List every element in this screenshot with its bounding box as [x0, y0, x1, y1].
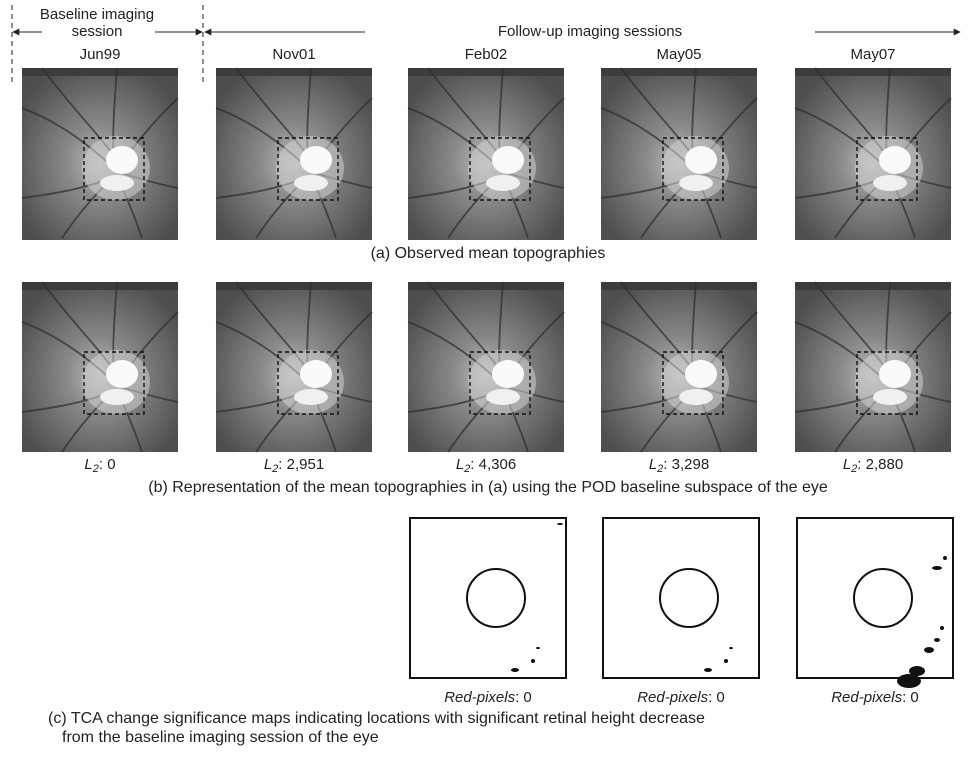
figure: Baseline imaging session Follow-up imagi…	[0, 0, 968, 760]
change-region	[724, 659, 728, 663]
cup	[100, 175, 134, 191]
l2-symbol: L	[649, 456, 657, 473]
l2-label: L2: 2,951	[264, 456, 324, 475]
session-date: May05	[656, 46, 701, 63]
l2-subscript: 2	[656, 463, 663, 475]
change-region	[940, 626, 944, 630]
session-date: Feb02	[465, 46, 508, 63]
caption: (a) Observed mean topographies	[371, 245, 606, 262]
baseline-label: session	[72, 23, 123, 40]
red-pixels-label: Red-pixels: 0	[637, 689, 725, 706]
fundus-image	[601, 282, 757, 452]
map-frame	[797, 518, 953, 678]
cup	[873, 389, 907, 405]
l2-symbol: L	[456, 456, 464, 473]
cup	[685, 360, 717, 388]
change-region	[934, 638, 940, 642]
cup	[685, 146, 717, 174]
change-region	[897, 674, 921, 688]
cup	[100, 389, 134, 405]
change-region	[704, 668, 712, 672]
red-pixels-label: Red-pixels: 0	[444, 689, 532, 706]
cup	[486, 175, 520, 191]
l2-symbol: L	[843, 456, 851, 473]
l2-label: L2: 3,298	[649, 456, 709, 475]
change-region	[557, 523, 563, 525]
session-date: Jun99	[80, 46, 121, 63]
caption: (b) Representation of the mean topograph…	[148, 479, 828, 496]
red-pixels-value: : 0	[515, 689, 532, 706]
cup	[873, 175, 907, 191]
l2-label: L2: 4,306	[456, 456, 516, 475]
l2-label: L2: 2,880	[843, 456, 903, 475]
change-region	[531, 659, 535, 663]
l2-subscript: 2	[850, 463, 857, 475]
map-frame	[603, 518, 759, 678]
change-region	[932, 566, 942, 570]
cup	[300, 360, 332, 388]
red-pixels-value: : 0	[708, 689, 725, 706]
baseline-label: Baseline imaging	[40, 6, 154, 23]
red-pixels-name: Red-pixels	[831, 689, 902, 706]
significance-map	[410, 518, 566, 678]
caption: from the baseline imaging session of the…	[62, 729, 379, 746]
significance-map	[603, 518, 759, 678]
fundus-image	[22, 68, 178, 240]
fundus-image	[408, 282, 564, 452]
change-region	[943, 556, 947, 560]
fundus-image	[22, 282, 178, 452]
cup	[879, 360, 911, 388]
cup	[679, 389, 713, 405]
l2-value: : 2,880	[857, 456, 903, 473]
l2-symbol: L	[84, 456, 92, 473]
fundus-image	[795, 68, 951, 240]
fundus-image	[795, 282, 951, 452]
l2-value: : 4,306	[470, 456, 516, 473]
l2-subscript: 2	[463, 463, 470, 475]
fundus-image	[216, 282, 372, 452]
fundus-image	[408, 68, 564, 240]
cup	[300, 146, 332, 174]
fundus-image	[601, 68, 757, 240]
session-date: Nov01	[272, 46, 315, 63]
cup	[492, 146, 524, 174]
cup	[486, 389, 520, 405]
cup	[679, 175, 713, 191]
session-date: May07	[850, 46, 895, 63]
caption: (c) TCA change significance maps indicat…	[48, 710, 705, 727]
l2-subscript: 2	[271, 463, 278, 475]
significance-map	[797, 518, 953, 688]
map-frame	[410, 518, 566, 678]
l2-label: L2: 0	[84, 456, 115, 475]
cup	[106, 360, 138, 388]
cup	[294, 389, 328, 405]
l2-symbol: L	[264, 456, 272, 473]
cup	[294, 175, 328, 191]
change-region	[924, 647, 934, 653]
l2-value: : 0	[99, 456, 116, 473]
change-region	[729, 647, 733, 649]
fundus-image	[216, 68, 372, 240]
l2-value: : 3,298	[663, 456, 709, 473]
red-pixels-label: Red-pixels: 0	[831, 689, 919, 706]
red-pixels-value: : 0	[902, 689, 919, 706]
red-pixels-name: Red-pixels	[444, 689, 515, 706]
red-pixels-name: Red-pixels	[637, 689, 708, 706]
l2-subscript: 2	[92, 463, 99, 475]
change-region	[511, 668, 519, 672]
cup	[879, 146, 911, 174]
change-region	[536, 647, 540, 649]
cup	[492, 360, 524, 388]
l2-value: : 2,951	[278, 456, 324, 473]
change-region	[909, 666, 925, 676]
followup-label: Follow-up imaging sessions	[498, 23, 682, 40]
cup	[106, 146, 138, 174]
